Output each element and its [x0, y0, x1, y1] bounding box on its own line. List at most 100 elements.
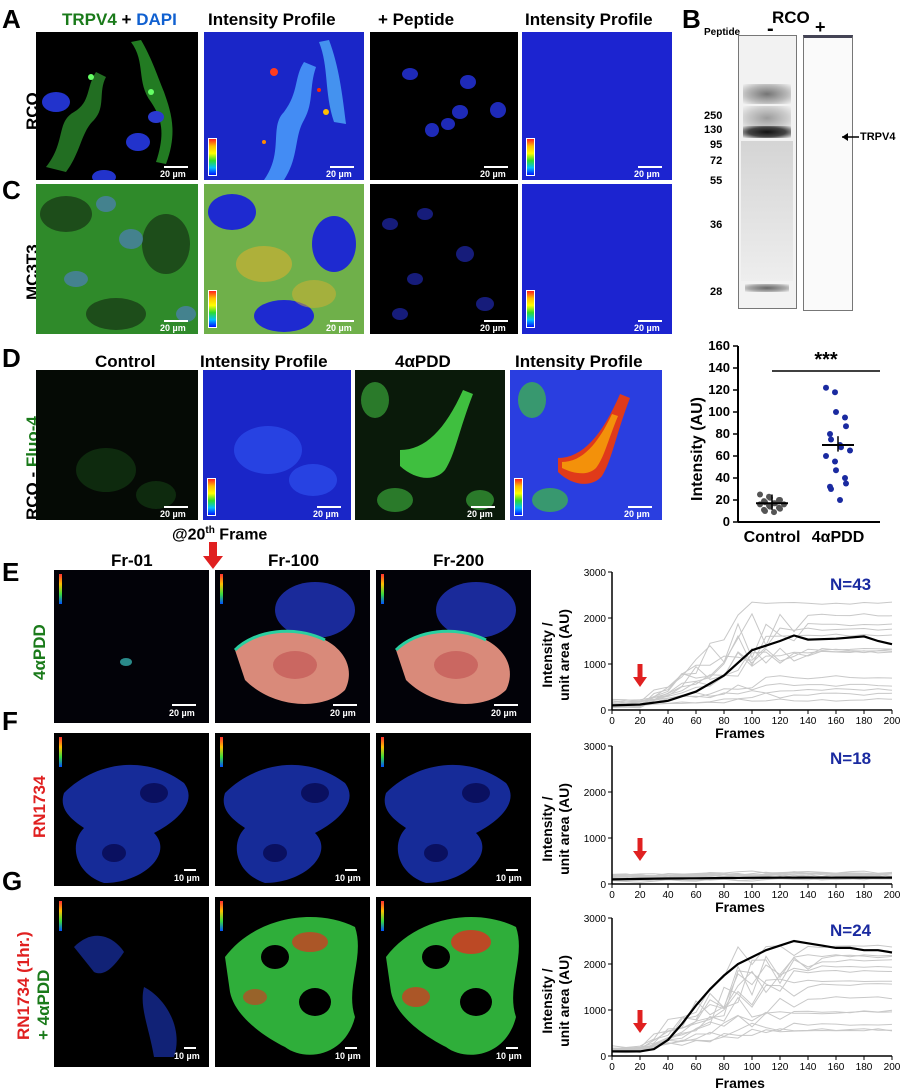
- image-f-fr200: 10 µm: [376, 733, 531, 886]
- panel-letter-g: G: [2, 866, 23, 896]
- scale-label: 20 µm: [467, 509, 493, 519]
- col-title-intensity-profile-a2: Intensity Profile: [525, 10, 653, 29]
- dotplot-point: [843, 423, 849, 430]
- panel-letter-f: F: [2, 706, 18, 736]
- trace-xtick-label: 0: [609, 890, 615, 901]
- trace-chart-e: Intensity /unit area (AU) N=43 Frames 0 1…: [540, 568, 901, 740]
- blot-lane-minus: -: [767, 18, 774, 40]
- trace-xtick-label: 80: [718, 1062, 730, 1073]
- dotplot-category-control: Control: [744, 529, 801, 546]
- dotplot-point: [757, 491, 763, 498]
- dotplot-point: [842, 475, 848, 481]
- scale-label: 10 µm: [335, 873, 361, 883]
- scale-label: 10 µm: [174, 1051, 200, 1061]
- trace-ytick-label: 1000: [584, 660, 607, 671]
- scale-label: 10 µm: [174, 873, 200, 883]
- trace-xtick-label: 20: [634, 890, 646, 901]
- arrow-icon: [842, 133, 859, 141]
- image-e-fr100: 20 µm: [215, 570, 370, 723]
- trace-mean-line: [611, 634, 893, 707]
- image-control-intensity: 20 µm: [203, 370, 351, 520]
- blot-marker: 95: [710, 139, 723, 151]
- trace-n-label: N=24: [830, 921, 872, 940]
- trace-background-line: [611, 871, 893, 877]
- row-label-rn1734-1hr: RN1734 (1hr.) + 4αPDD: [14, 931, 53, 1040]
- trace-background-line: [611, 622, 893, 708]
- image-g-fr200: 10 µm: [376, 897, 531, 1067]
- trace-ylabel: Intensity /unit area (AU): [540, 955, 572, 1047]
- trace-ytick-label: 1000: [584, 1006, 607, 1017]
- col-title-peptide: + Peptide: [378, 10, 455, 29]
- blot-marker: 28: [710, 286, 723, 298]
- image-intensity-a1: 20 µm: [204, 32, 364, 180]
- dotplot-point: [843, 480, 849, 487]
- scale-label: 20 µm: [160, 323, 186, 333]
- dotplot-point: [827, 431, 833, 437]
- trace-background-line: [611, 648, 893, 708]
- trace-ytick-label: 3000: [584, 568, 607, 579]
- trace-background-line: [611, 954, 893, 1051]
- image-e-fr01: 20 µm: [54, 570, 209, 723]
- dotplot-point: [833, 467, 839, 474]
- trace-ytick-label: 2000: [584, 960, 607, 971]
- image-g-fr01: 10 µm: [54, 897, 209, 1067]
- dotplot-point: [762, 508, 768, 514]
- trace-background-line: [611, 650, 893, 706]
- trace-background-line: [611, 870, 893, 877]
- trace-xtick-label: 200: [884, 716, 901, 727]
- event-label: @20th Frame: [172, 525, 268, 544]
- trace-background-line: [611, 650, 893, 709]
- trace-xtick-label: 20: [634, 1062, 646, 1073]
- scale-label: 20 µm: [326, 323, 352, 333]
- scale-label: 20 µm: [491, 708, 517, 718]
- trace-n-label: N=18: [830, 749, 871, 768]
- image-intensity-a2: 20 µm: [522, 32, 672, 180]
- trace-background-line: [611, 983, 893, 1053]
- trace-ylabel: Intensity /unit area (AU): [540, 783, 572, 875]
- image-4apdd-intensity: 20 µm: [510, 370, 662, 520]
- col-title-intensity-profile-d1: Intensity Profile: [200, 352, 328, 371]
- trace-ytick-label: 1000: [584, 834, 607, 845]
- trace-mean-line: [612, 939, 893, 1053]
- trace-xtick-label: 160: [828, 716, 845, 727]
- blot-marker: 55: [710, 175, 723, 187]
- dotplot-ytick-label: 0: [723, 514, 730, 529]
- image-peptide: 20 µm: [370, 32, 518, 180]
- trace-xtick-label: 100: [744, 890, 761, 901]
- blot-lane-2: [803, 35, 853, 311]
- trace-xlabel: Frames: [715, 725, 765, 740]
- dotplot-ytick-label: 100: [708, 404, 730, 419]
- frame-label-200: Fr-200: [433, 551, 485, 570]
- dotplot-chart: 0 20 40 60 80 100 120 140 160 Intensity (AU) ***…: [689, 338, 880, 546]
- dotplot-category-4apdd: 4αPDD: [812, 529, 865, 546]
- scale-label: 20 µm: [313, 509, 339, 519]
- image-mc3t3-intensity-2: 20 µm: [522, 184, 672, 334]
- scale-label: 20 µm: [634, 323, 660, 333]
- col-title-4apdd: 4αPDD: [395, 352, 451, 371]
- image-mc3t3-peptide: 20 µm: [370, 184, 518, 334]
- dotplot-ytick-label: 80: [716, 426, 730, 441]
- scale-label: 10 µm: [335, 1051, 361, 1061]
- scale-label: 10 µm: [496, 873, 522, 883]
- trace-xlabel: Frames: [715, 1075, 765, 1091]
- trace-ytick-label: 2000: [584, 788, 607, 799]
- frame-label-1: Fr-01: [111, 551, 153, 570]
- trace-chart-f: Intensity /unit area (AU) N=18 Frames 0 1…: [540, 742, 901, 914]
- trace-xtick-label: 80: [718, 890, 730, 901]
- dotplot-ytick-label: 20: [716, 492, 730, 507]
- trace-xtick-label: 40: [662, 1062, 674, 1073]
- scale-label: 20 µm: [480, 323, 506, 333]
- trace-chart-g: Intensity /unit area (AU) N=24 Frames 0 1…: [540, 914, 901, 1091]
- dotplot-point: [832, 389, 838, 396]
- scale-label: 20 µm: [326, 169, 352, 179]
- blot-lane-plus: +: [815, 17, 826, 37]
- trace-xtick-label: 120: [772, 716, 789, 727]
- panel-letter-b: B: [682, 4, 701, 34]
- trace-xtick-label: 120: [772, 1062, 789, 1073]
- trace-ytick-label: 2000: [584, 614, 607, 625]
- col-title-control: Control: [95, 352, 156, 371]
- dotplot-point: [828, 436, 834, 443]
- trace-xtick-label: 0: [609, 1062, 615, 1073]
- trace-background-line: [611, 872, 893, 877]
- panel-letter-e: E: [2, 557, 20, 587]
